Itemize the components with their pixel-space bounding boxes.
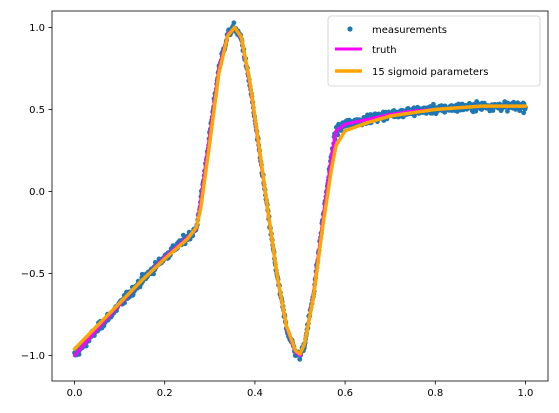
x-tick-label: 0.6 (337, 388, 353, 399)
y-tick-label: 0.5 (29, 105, 45, 116)
y-tick-label: 1.0 (29, 23, 45, 34)
measurement-point (297, 356, 303, 362)
x-tick-label: 0.0 (67, 388, 83, 399)
series-fit-line (72, 25, 528, 356)
y-tick-label: −1.0 (21, 351, 45, 362)
measurement-point (521, 110, 527, 116)
legend-label-measurements: measurements (372, 25, 447, 36)
legend-label-truth: truth (372, 45, 397, 56)
x-tick-label: 0.2 (157, 388, 173, 399)
x-tick-label: 0.4 (247, 388, 263, 399)
y-axis: −1.0 −0.5 0.0 0.5 1.0 (21, 23, 52, 362)
x-tick-label: 1.0 (518, 388, 534, 399)
x-axis: 0.0 0.2 0.4 0.6 0.8 1.0 (67, 381, 534, 399)
y-tick-label: 0.0 (29, 187, 45, 198)
legend-label-fit: 15 sigmoid parameters (372, 67, 488, 78)
measurement-point (231, 20, 237, 26)
legend-box (327, 15, 541, 87)
x-tick-label: 0.8 (427, 388, 443, 399)
measurement-point (505, 108, 510, 114)
axes-frame (51, 10, 549, 382)
y-tick-label: −0.5 (21, 269, 45, 280)
legend-marker-measurements (347, 26, 353, 32)
measurement-point (490, 108, 496, 113)
plot-area (72, 20, 528, 362)
legend: measurements truth 15 sigmoid parameters (327, 15, 541, 87)
